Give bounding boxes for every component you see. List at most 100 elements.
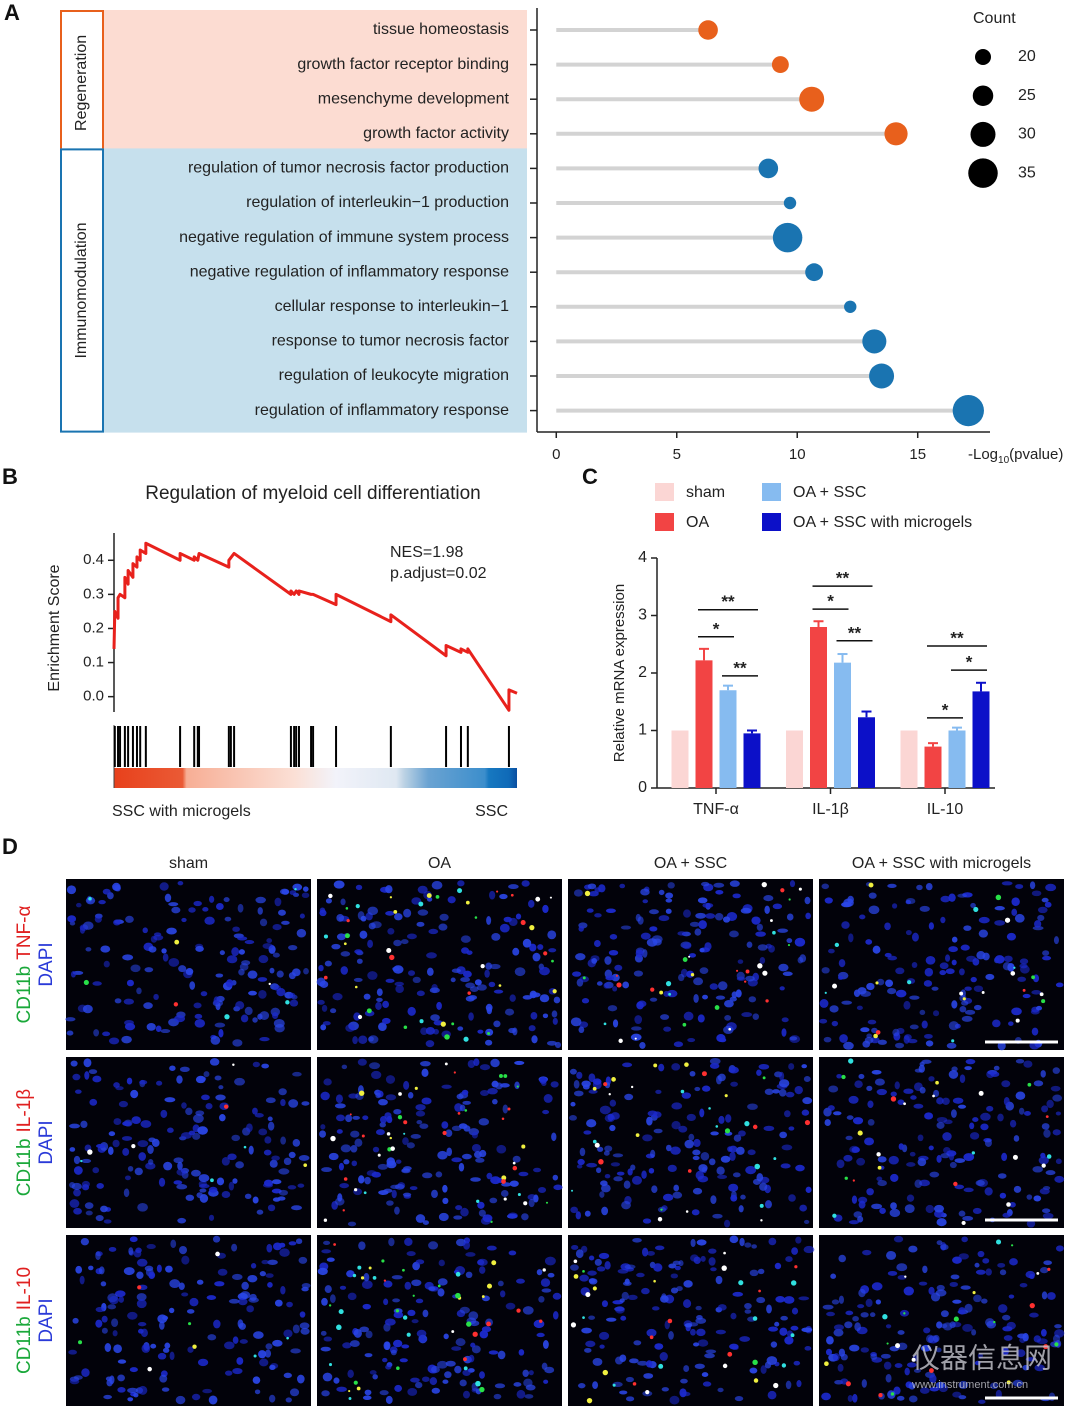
nucleus: [530, 1012, 538, 1020]
nucleus: [871, 1069, 882, 1075]
nucleus: [330, 1008, 337, 1014]
signal-speck: [383, 1279, 387, 1282]
signal-speck: [875, 981, 879, 985]
signal-speck: [455, 1271, 461, 1277]
nucleus: [609, 1099, 617, 1107]
nucleus: [671, 1121, 681, 1130]
nucleus: [191, 1169, 201, 1177]
nucleus: [163, 1161, 173, 1171]
nucleus: [221, 1157, 230, 1166]
signal-speck: [573, 1274, 579, 1279]
nucleus: [66, 885, 77, 895]
nucleus: [364, 1176, 371, 1185]
nucleus: [463, 970, 472, 978]
nucleus: [138, 1385, 148, 1395]
nucleus: [586, 1119, 597, 1128]
nucleus: [952, 1299, 962, 1304]
micrograph: [317, 1057, 563, 1228]
nucleus: [173, 1157, 184, 1164]
nucleus: [586, 1162, 598, 1168]
nucleus: [421, 1068, 429, 1078]
nucleus: [185, 968, 194, 976]
nucleus: [533, 1319, 545, 1329]
nucleus: [1055, 1158, 1062, 1165]
nucleus: [428, 1241, 439, 1250]
nucleus: [935, 1347, 942, 1353]
y-tick-label: 2: [638, 664, 647, 681]
nucleus: [1032, 1166, 1043, 1173]
nucleus: [232, 1039, 243, 1047]
nucleus: [958, 1380, 969, 1390]
signal-speck: [668, 992, 672, 996]
nucleus: [291, 1205, 303, 1211]
nucleus: [1015, 1091, 1026, 1100]
nucleus: [537, 944, 544, 950]
signal-speck: [357, 1265, 362, 1270]
nucleus: [436, 1001, 442, 1010]
nucleus: [619, 1390, 628, 1395]
signal-speck: [573, 1259, 578, 1264]
nucleus: [965, 1059, 976, 1065]
nucleus: [173, 1180, 183, 1185]
nucleus: [643, 1373, 654, 1379]
signal-speck: [996, 1239, 1002, 1245]
nucleus: [682, 942, 692, 950]
nucleus: [588, 1073, 596, 1083]
signal-speck: [582, 976, 586, 980]
nucleus: [121, 1035, 132, 1044]
nucleus: [219, 950, 225, 956]
nucleus: [862, 1249, 872, 1256]
nucleus: [827, 1105, 835, 1111]
nucleus: [394, 1183, 405, 1190]
nucleus: [786, 938, 793, 944]
nucleus: [486, 1172, 493, 1180]
nucleus: [977, 1353, 983, 1359]
nucleus: [73, 1207, 82, 1215]
nucleus: [871, 1282, 883, 1291]
nucleus: [608, 949, 619, 956]
nucleus: [1037, 914, 1045, 921]
nucleus: [159, 1374, 168, 1383]
signal-speck: [486, 1321, 491, 1327]
nucleus: [1050, 1085, 1061, 1092]
nucleus: [394, 1384, 403, 1392]
nucleus: [266, 1243, 273, 1253]
nucleus: [755, 931, 766, 937]
category-label: cellular response to interleukin−1: [275, 298, 509, 315]
signal-speck: [804, 1119, 811, 1126]
nucleus: [783, 1296, 795, 1304]
nucleus: [904, 1367, 910, 1376]
signal-speck: [352, 1273, 357, 1278]
nucleus: [651, 935, 663, 944]
nucleus: [890, 1202, 897, 1210]
nucleus: [678, 1125, 688, 1133]
nucleus: [231, 1134, 241, 1142]
nucleus: [299, 913, 305, 919]
nucleus: [146, 1243, 156, 1250]
nucleus: [115, 1086, 124, 1091]
nucleus: [864, 1137, 874, 1146]
signal-speck: [503, 1197, 507, 1201]
nucleus: [1006, 932, 1017, 941]
nucleus: [522, 938, 532, 948]
nucleus: [964, 986, 972, 991]
nucleus: [231, 947, 240, 957]
nucleus: [104, 1343, 112, 1352]
nucleus: [994, 906, 1005, 911]
legend-label: sham: [686, 484, 725, 501]
nucleus: [803, 1219, 810, 1224]
nucleus: [729, 1151, 736, 1161]
signal-speck: [147, 1366, 152, 1372]
nucleus: [639, 1041, 646, 1049]
nucleus: [999, 1192, 1007, 1199]
signal-speck: [592, 1286, 597, 1291]
signal-speck: [571, 1189, 574, 1192]
nucleus: [1011, 897, 1020, 907]
nucleus: [672, 1191, 683, 1199]
nucleus: [237, 1319, 244, 1328]
nucleus: [696, 1315, 703, 1320]
nucleus: [415, 1104, 426, 1111]
nucleus: [255, 896, 266, 904]
nucleus: [929, 1374, 937, 1384]
